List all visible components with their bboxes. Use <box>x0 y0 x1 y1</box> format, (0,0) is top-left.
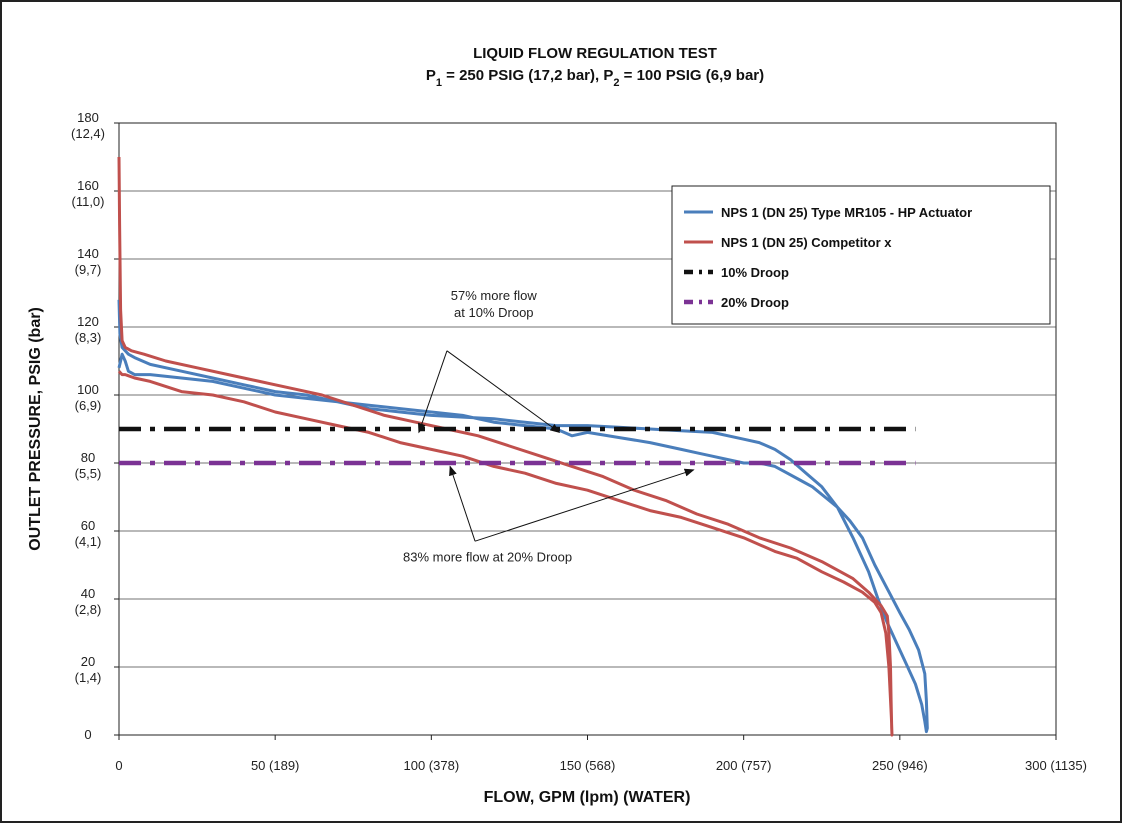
annotation-text: at 10% Droop <box>454 305 534 320</box>
x-tick-label: 50 (189) <box>251 758 299 773</box>
y-axis-ticks: 0 20(1,4) 40(2,8) 60(4,1) 80(5,5) 100(6,9) 120… <box>71 110 119 742</box>
legend-box <box>671 185 1051 325</box>
y-tick-label: 100 <box>77 382 99 397</box>
series-line-nps-1-dn-25-competitor-x <box>117 156 894 737</box>
legend-label: NPS 1 (DN 25) Competitor x <box>721 235 892 250</box>
annotations: 57% more flow at 10% Droop 83% more flow a… <box>403 288 695 565</box>
series-line-nps-1-dn-25-type-mr105-hp-actuator <box>117 299 929 734</box>
x-tick-label: 150 (568) <box>560 758 616 773</box>
y-tick-sublabel: (1,4) <box>75 670 102 685</box>
legend-label: 10% Droop <box>721 265 789 280</box>
y-axis-title: OUTLET PRESSURE, PSIG (bar) <box>27 307 44 551</box>
subtitle-text: = 100 PSIG (6,9 bar) <box>619 67 764 84</box>
annotation-arrow <box>446 350 561 433</box>
subtitle-text: = 250 PSIG (17,2 bar), P <box>442 67 613 84</box>
y-tick-sublabel: (2,8) <box>75 602 102 617</box>
x-axis-ticks: 0 50 (189) 100 (378) 150 (568) 200 (757) 250 … <box>115 735 1087 773</box>
legend: NPS 1 (DN 25) Type MR105 - HP Actuator NP… <box>671 185 1051 325</box>
legend-label: NPS 1 (DN 25) Type MR105 - HP Actuator <box>721 205 972 220</box>
y-tick-label: 40 <box>81 586 95 601</box>
y-tick-sublabel: (9,7) <box>75 262 102 277</box>
x-tick-label: 250 (946) <box>872 758 928 773</box>
annotation-arrow <box>474 468 695 542</box>
y-tick-sublabel: (6,9) <box>75 398 102 413</box>
y-tick-sublabel: (5,5) <box>75 466 102 481</box>
y-tick-label: 140 <box>77 246 99 261</box>
x-tick-label: 0 <box>115 758 122 773</box>
series-group <box>117 156 929 737</box>
annotation-text: 83% more flow at 20% Droop <box>403 550 572 565</box>
y-tick-label: 180 <box>77 110 99 125</box>
chart-title: LIQUID FLOW REGULATION TEST <box>473 45 717 62</box>
x-axis-title: FLOW, GPM (lpm) (WATER) <box>484 789 691 806</box>
y-tick-label: 0 <box>84 727 91 742</box>
y-tick-label: 120 <box>77 314 99 329</box>
annotation-arrow <box>449 465 476 542</box>
y-tick-label: 160 <box>77 178 99 193</box>
subtitle-text: P <box>426 67 436 84</box>
subtitle-subscript: 1 <box>436 77 442 89</box>
y-tick-sublabel: (11,0) <box>72 194 105 209</box>
annotation-text: 57% more flow <box>451 288 538 303</box>
y-tick-label: 60 <box>81 518 95 533</box>
x-tick-label: 100 (378) <box>404 758 460 773</box>
chart-subtitle: P1 = 250 PSIG (17,2 bar), P2 = 100 PSIG … <box>426 67 764 89</box>
legend-label: 20% Droop <box>721 295 789 310</box>
x-tick-label: 200 (757) <box>716 758 772 773</box>
annotation-arrow <box>417 350 448 434</box>
y-tick-label: 80 <box>81 450 95 465</box>
y-tick-sublabel: (8,3) <box>75 330 102 345</box>
y-tick-label: 20 <box>81 654 95 669</box>
x-tick-label: 300 (1135) <box>1025 758 1087 773</box>
y-tick-sublabel: (4,1) <box>75 534 102 549</box>
y-tick-sublabel: (12,4) <box>71 126 105 141</box>
subtitle-subscript: 2 <box>613 77 619 89</box>
